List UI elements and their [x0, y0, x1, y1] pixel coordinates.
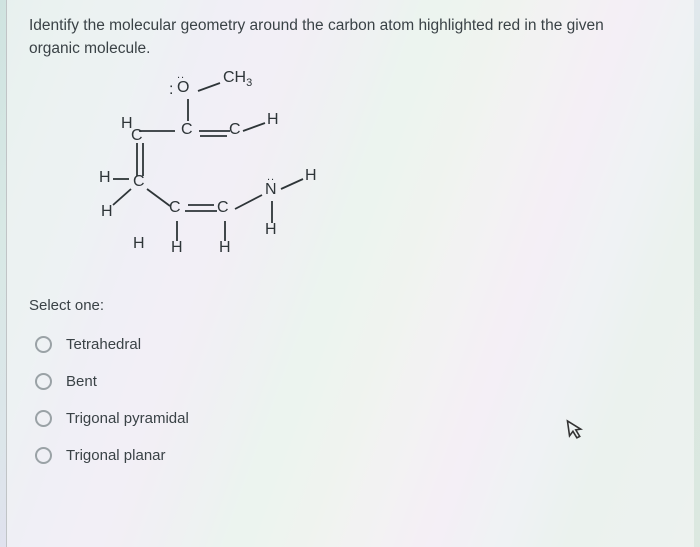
question-card: Identify the molecular geometry around t… — [6, 0, 694, 547]
cursor-icon — [564, 417, 586, 446]
option-bent[interactable]: Bent — [35, 373, 672, 390]
atom-h-ring-b2: H — [219, 239, 231, 257]
screenshot-root: Identify the molecular geometry around t… — [0, 0, 700, 547]
option-label: Trigonal planar — [66, 447, 166, 464]
atom-c-bottom-b: C — [217, 199, 229, 217]
atom-c-bottom-a: C — [169, 199, 181, 217]
atom-ch3-sub: 3 — [246, 77, 252, 89]
question-line-2: organic molecule. — [29, 40, 150, 57]
atom-c-left-double: C — [133, 173, 145, 191]
atom-o: O — [177, 79, 189, 97]
atom-ch3: CH3 — [223, 69, 252, 89]
atom-c-top-c: C — [229, 121, 241, 139]
radio-icon[interactable] — [35, 336, 52, 353]
question-line-1: Identify the molecular geometry around t… — [29, 17, 604, 34]
radio-icon[interactable] — [35, 373, 52, 390]
lone-pair-left: : — [169, 81, 173, 99]
select-one-label: Select one: — [29, 297, 672, 314]
atom-h-ring-bl1: H — [101, 203, 113, 221]
option-label: Trigonal pyramidal — [66, 410, 189, 427]
radio-icon[interactable] — [35, 410, 52, 427]
atom-c-top-a-row: C — [131, 127, 143, 145]
option-label: Tetrahedral — [66, 336, 141, 353]
atom-ch3-ch: CH — [223, 69, 246, 86]
atom-h-ring-left: H — [99, 169, 111, 187]
atom-c-top-b: C — [181, 121, 193, 139]
option-trigonal-planar[interactable]: Trigonal planar — [35, 447, 672, 464]
radio-icon[interactable] — [35, 447, 52, 464]
atom-h-n-below: H — [265, 221, 277, 239]
question-text: Identify the molecular geometry around t… — [29, 14, 672, 61]
atom-h-top-right: H — [267, 111, 279, 129]
atom-h-ring-bl2: H — [133, 235, 145, 253]
atom-h-n-right: H — [305, 167, 317, 185]
option-tetrahedral[interactable]: Tetrahedral — [35, 336, 672, 353]
molecule-diagram: .. : O CH3 H C C H C C H C H C .. N H H … — [65, 71, 335, 281]
atom-n: N — [265, 181, 277, 199]
atom-h-ring-b1: H — [171, 239, 183, 257]
option-label: Bent — [66, 373, 97, 390]
